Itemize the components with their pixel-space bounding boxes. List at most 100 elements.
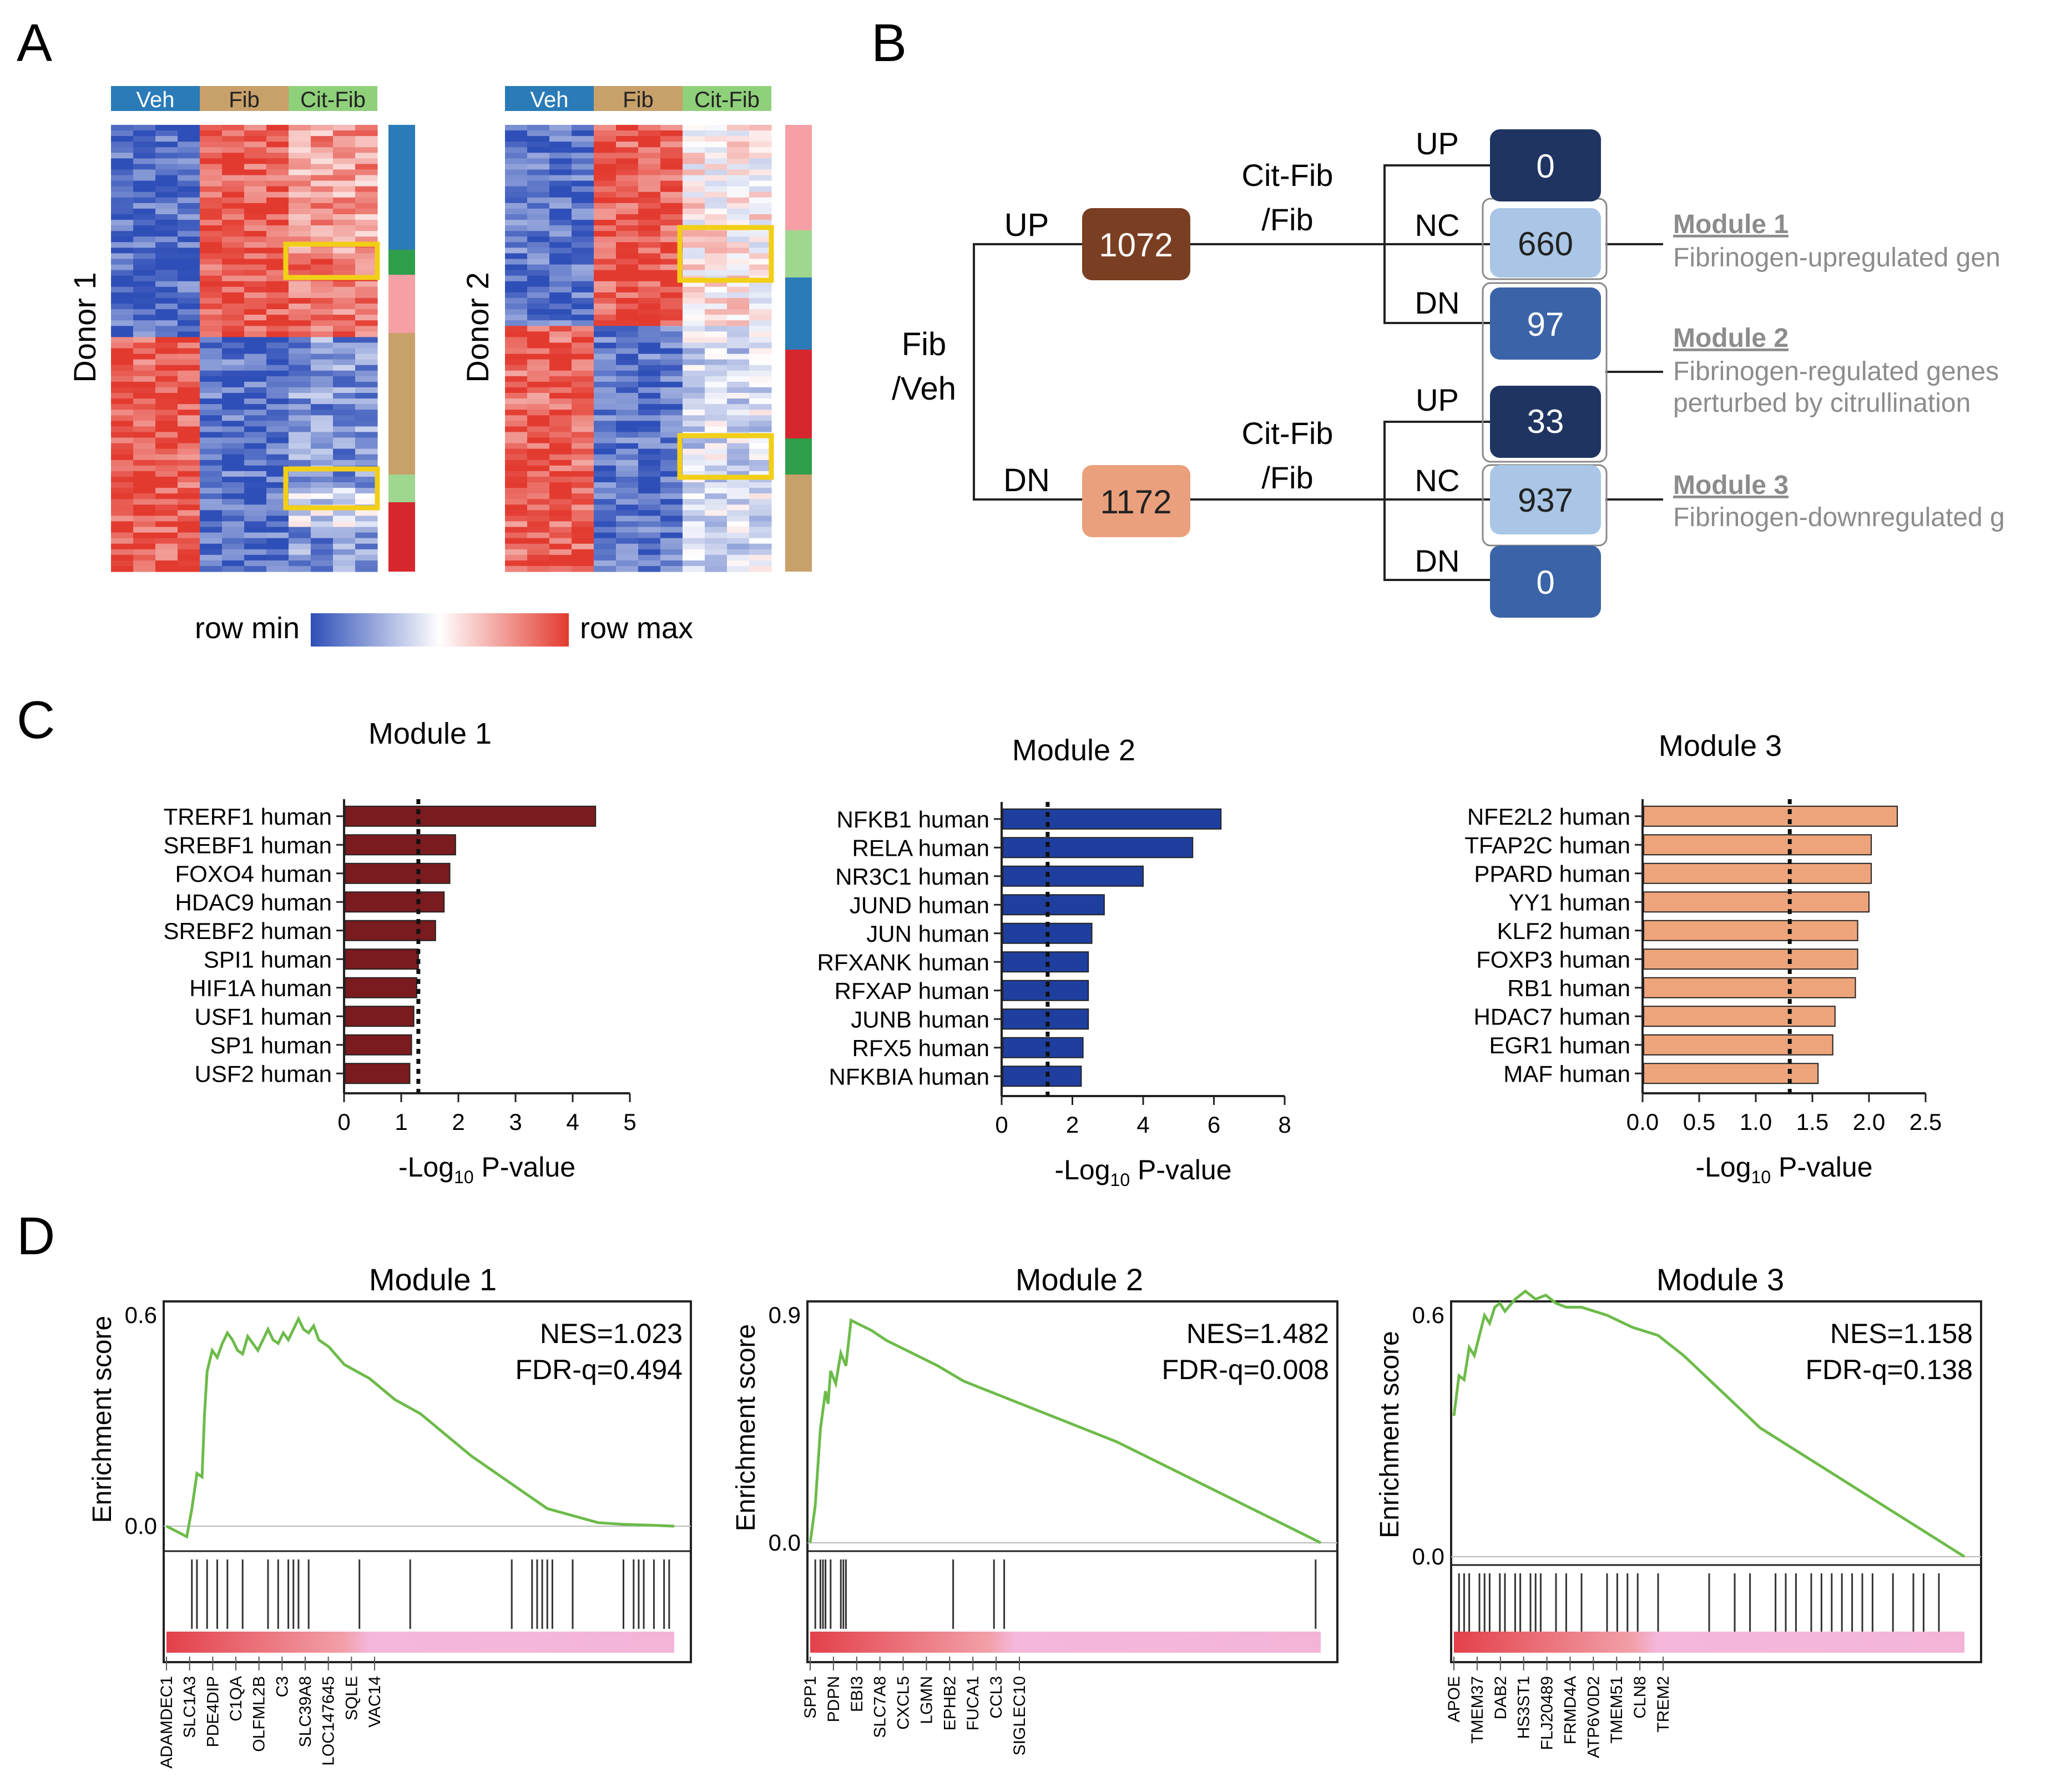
heatmap-cell <box>200 437 223 444</box>
heatmap-cell <box>289 554 311 561</box>
heatmap-cell <box>266 504 289 511</box>
heatmap-cell <box>572 404 594 410</box>
heatmap-cell <box>549 180 572 187</box>
heatmap-cell <box>155 527 178 533</box>
heatmap-cell <box>311 337 334 344</box>
heatmap-cell <box>705 348 728 355</box>
chart-title: Module 3 <box>1656 1262 1784 1297</box>
heatmap-cell <box>355 297 378 304</box>
heatmap-cell <box>222 398 245 405</box>
heatmap-cell <box>244 136 267 142</box>
heatmap-cell <box>244 326 267 332</box>
heatmap-cell <box>572 231 594 237</box>
heatmap-cell <box>333 169 356 176</box>
heatmap-cell <box>660 359 683 366</box>
heatmap-cell <box>244 236 267 243</box>
group-bar-cit-fib <box>289 86 377 111</box>
heatmap-cell <box>705 532 728 539</box>
heatmap-cell <box>355 169 378 176</box>
heatmap-cell <box>289 549 311 556</box>
heatmap-cell <box>616 142 639 148</box>
heatmap-cell <box>616 225 639 231</box>
heatmap-cell <box>222 437 245 444</box>
category-label: NFKBIA human <box>829 1063 989 1089</box>
heatmap-cell <box>638 370 661 377</box>
heatmap-cell <box>594 309 617 315</box>
heatmap-cell <box>111 510 134 516</box>
heatmap-cell <box>355 158 378 165</box>
heatmap-cell <box>244 142 267 148</box>
heatmap-cell <box>133 426 156 433</box>
heatmap-cell <box>155 175 178 181</box>
heatmap-cell <box>289 404 311 410</box>
heatmap-cell <box>222 443 245 450</box>
heatmap-cell <box>616 348 639 355</box>
heatmap-cell <box>355 248 378 254</box>
heatmap-cell <box>222 286 245 293</box>
heatmap-cell <box>311 191 334 198</box>
heatmap-cell <box>244 231 267 237</box>
heatmap-cell <box>222 365 245 371</box>
heatmap-cell <box>178 554 200 561</box>
heatmap-cell <box>549 566 572 572</box>
heatmap-cell <box>244 426 267 433</box>
x-label-main: -Log <box>398 1152 454 1183</box>
heatmap-cell <box>727 443 750 450</box>
heatmap-cell <box>505 147 528 153</box>
heatmap-cell <box>549 554 572 561</box>
heatmap-cell <box>572 398 594 405</box>
heatmap-cell <box>505 153 528 159</box>
heatmap-cell <box>289 286 311 293</box>
heatmap-cell <box>311 538 334 544</box>
heatmap-cell <box>133 203 156 209</box>
heatmap-cell <box>200 125 223 131</box>
heatmap-cell <box>111 432 134 438</box>
heatmap-cell <box>505 476 528 483</box>
heatmap-cell <box>749 566 772 572</box>
heatmap-cell <box>549 225 572 231</box>
heatmap-cell <box>594 521 617 528</box>
heatmap-cell <box>572 153 594 159</box>
heatmap-cell <box>222 153 245 159</box>
leading-edge-gene: TREM2 <box>1654 1676 1673 1733</box>
heatmap-cell <box>133 465 156 472</box>
heatmap-cell <box>155 281 178 287</box>
heatmap-cell <box>638 259 661 265</box>
heatmap-cell <box>660 203 683 209</box>
heatmap-cell <box>200 504 223 511</box>
leading-edge-gene: SQLE <box>342 1676 361 1720</box>
heatmap-cell <box>527 236 550 243</box>
heatmap-cell <box>683 220 705 226</box>
heatmap-cell <box>660 482 683 488</box>
heatmap-cell <box>594 326 617 332</box>
heatmap-cell <box>549 309 572 315</box>
heatmap-cell <box>616 315 639 321</box>
heatmap-cell <box>527 136 550 142</box>
heatmap-cell <box>311 220 334 226</box>
heatmap-cell <box>705 493 728 499</box>
heatmap-cell <box>200 566 223 572</box>
heatmap-cell <box>355 510 378 516</box>
heatmap-cell <box>660 281 683 287</box>
heatmap-cell <box>222 404 245 410</box>
heatmap-cell <box>178 186 200 193</box>
group-label-fib: Fib <box>623 88 654 112</box>
heatmap-cell <box>727 326 750 332</box>
heatmap-cell <box>333 415 356 421</box>
heatmap-cell <box>244 554 267 561</box>
heatmap-cell <box>355 521 378 528</box>
heatmap-cell <box>266 499 289 505</box>
heatmap-cell <box>178 214 200 220</box>
heatmap-cell <box>549 315 572 321</box>
heatmap-cell <box>749 180 772 187</box>
heatmap-cell <box>289 236 311 243</box>
heatmap-cell <box>594 421 617 427</box>
heatmap-cell <box>549 191 572 198</box>
heatmap-cell <box>594 191 617 198</box>
heatmap-cell <box>749 359 772 366</box>
heatmap-cell <box>660 432 683 438</box>
heatmap-cell <box>527 191 550 198</box>
heatmap-cell <box>683 387 705 393</box>
heatmap-cell <box>683 203 705 209</box>
heatmap-cell <box>705 342 728 349</box>
